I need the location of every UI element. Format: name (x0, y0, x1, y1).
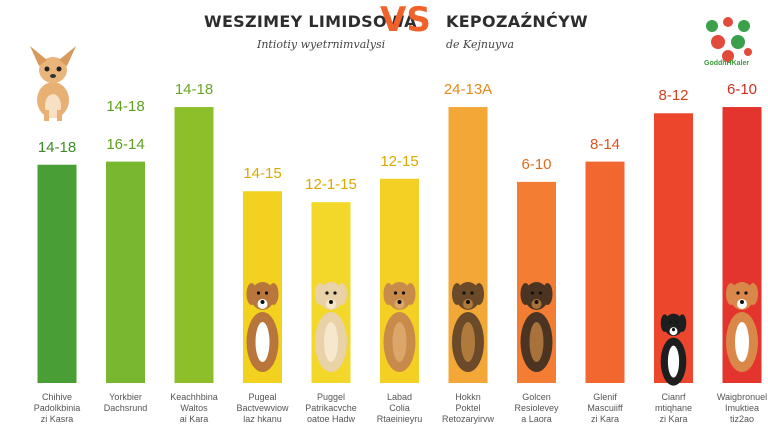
subtitle-left: Intiotiy wyetrnimvalysi (257, 38, 386, 51)
category-label: Chihive Padolkbinia zi Kasra (33, 392, 81, 424)
category-label: Glenif Mascuiiff zi Kara (587, 392, 623, 424)
bar-value-label: 12-1-15 (305, 176, 357, 194)
subtitle-right: de Kejnuyva (446, 38, 515, 51)
cocker-icon (315, 282, 347, 372)
category-label: Waigbronuel Imuktiea tiz2ao (716, 392, 768, 424)
bar-2 (174, 107, 214, 384)
shepherd-icon (452, 282, 484, 372)
chihuahua-icon (30, 46, 76, 121)
bar-value-label: 16-14 (106, 135, 145, 153)
title-left: WESZIMEY LIMIDSOWA (204, 12, 417, 31)
bar-value-label: 12-15 (380, 152, 419, 170)
bar-1 (106, 161, 145, 383)
bar-value-label: 8-14 (589, 135, 621, 153)
logo-text: GoddhHKaler (704, 60, 750, 67)
title-right: KEPOZAŹNĆYW (446, 12, 588, 31)
category-label: Keachhbina Waltos ai Kara (170, 392, 218, 424)
vs-text: VS (380, 0, 431, 40)
category-label: Puggel Patrikacvche oatoe Hadw (305, 392, 357, 424)
bar-value-label: 14-18 (37, 138, 77, 156)
category-label: Golcen Resiolevey a Laora (514, 392, 559, 424)
bar-value-label: 6-10 (521, 155, 552, 173)
extra-value-label: 14-18 (106, 98, 145, 115)
bar-value-label: 14-15 (243, 165, 282, 183)
bar-value-label: 24-13A (443, 81, 493, 99)
shepherd-icon (520, 282, 553, 372)
bar-value-label: 14-18 (174, 81, 214, 99)
labrador-icon (383, 282, 416, 372)
beagle-icon (246, 282, 279, 372)
category-label: Labad Colia Rtaeinieyru (376, 392, 423, 424)
bar-0 (37, 164, 77, 383)
shiba-icon (726, 282, 758, 372)
bar-value-label: 6-10 (726, 81, 758, 99)
category-label: Yorkbier Dachsrund (103, 392, 148, 413)
paw-cluster-icon (706, 17, 752, 62)
boston-icon (660, 313, 687, 386)
bar-8 (585, 161, 625, 383)
category-label: Hokkn Poktel Retozaryirvw (441, 392, 494, 424)
category-label: Pugeal Bactvewviow laz hkanu (236, 392, 289, 424)
bar-value-label: 8-12 (658, 87, 689, 105)
category-label: Cianrf mtiqhane zi Kara (654, 392, 693, 424)
